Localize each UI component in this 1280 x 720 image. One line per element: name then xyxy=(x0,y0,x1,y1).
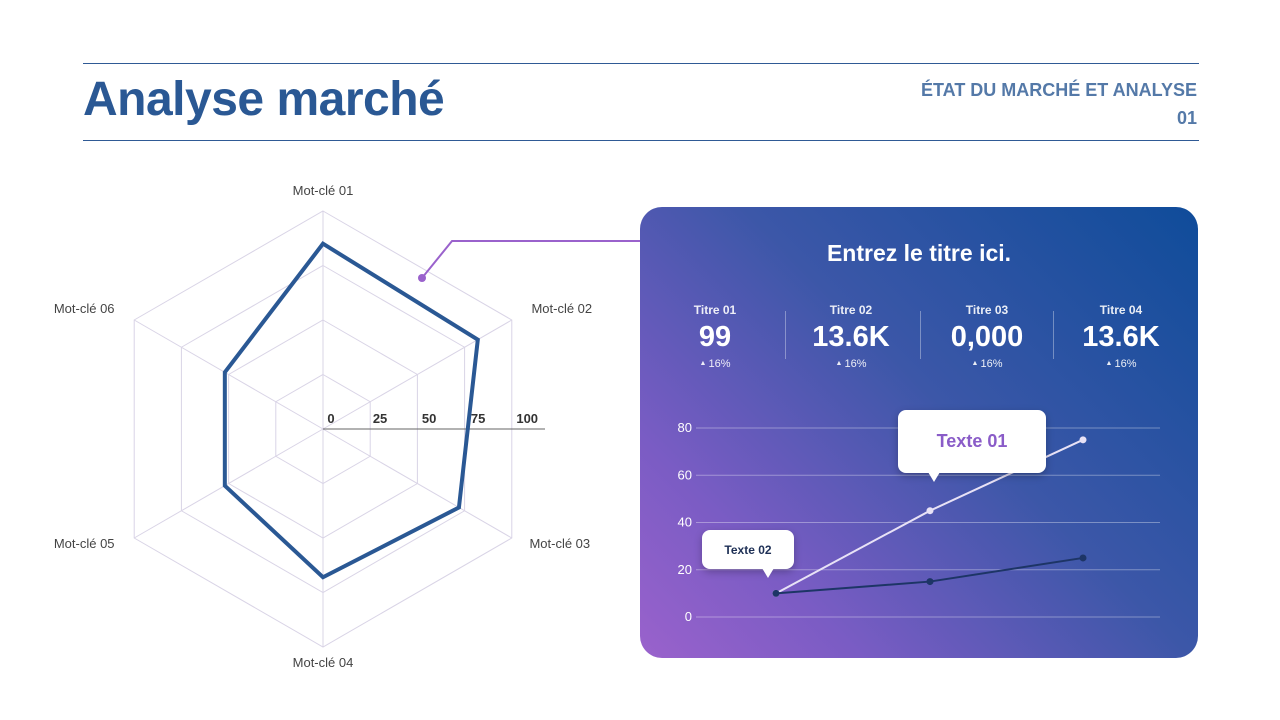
radar-spoke xyxy=(133,428,324,539)
radar-tick-label: 0 xyxy=(327,411,334,426)
y-tick-label: 60 xyxy=(678,467,692,482)
summary-panel: Entrez le titre ici. Titre 01 99 ▲ 16% Ti… xyxy=(640,207,1198,658)
y-tick-label: 20 xyxy=(678,562,692,577)
stat-card-2: Titre 02 13.6K ▲ 16% xyxy=(783,303,919,370)
radar-spoke xyxy=(322,428,513,539)
section-label-line1: ÉTAT DU MARCHÉ ET ANALYSE xyxy=(920,80,1197,100)
triangle-up-icon: ▲ xyxy=(1105,360,1113,367)
line-point xyxy=(926,578,934,586)
stat-label: Titre 01 xyxy=(693,303,737,317)
radar-axis-label: Mot-clé 06 xyxy=(54,301,115,316)
y-tick-label: 40 xyxy=(678,515,692,530)
line-point xyxy=(772,589,780,597)
panel-title: Entrez le titre ici. xyxy=(826,240,1012,266)
stat-delta: ▲ 16% xyxy=(1053,358,1189,370)
callout-text-02: Texte 02 xyxy=(702,530,794,578)
stat-divider xyxy=(1053,311,1054,359)
y-tick-label: 80 xyxy=(678,420,692,435)
stat-value: 13.6K xyxy=(1082,321,1160,353)
header-bottom-rule xyxy=(83,140,1199,141)
stat-card-4: Titre 04 13.6K ▲ 16% xyxy=(1053,303,1189,370)
stat-delta-value: 16% xyxy=(980,358,1003,370)
line-point xyxy=(1079,436,1087,444)
radar-tick-label: 75 xyxy=(471,411,485,426)
stat-delta: ▲ 16% xyxy=(647,358,783,370)
callout-text-01: Texte 01 xyxy=(898,410,1046,482)
radar-axis-label: Mot-clé 01 xyxy=(293,183,354,198)
section-label: ÉTAT DU MARCHÉ ET ANALYSE 01 xyxy=(921,76,1197,132)
stat-delta-value: 16% xyxy=(708,358,731,370)
radar-chart: 0 25 50 75 100 Mot-clé 01 Mot-clé 02 Mot-clé 03… xyxy=(54,183,592,670)
triangle-up-icon: ▲ xyxy=(971,360,979,367)
stat-value: 99 xyxy=(698,321,732,353)
stat-divider xyxy=(785,311,786,359)
stat-card-1: Titre 01 99 ▲ 16% xyxy=(647,303,783,370)
stat-delta-value: 16% xyxy=(844,358,867,370)
radar-tick-label: 25 xyxy=(373,411,387,426)
stat-divider xyxy=(920,311,921,359)
stat-label: Titre 04 xyxy=(1099,303,1143,317)
triangle-up-icon: ▲ xyxy=(835,360,843,367)
stat-delta: ▲ 16% xyxy=(919,358,1055,370)
stat-delta-value: 16% xyxy=(1114,358,1137,370)
stat-label: Titre 03 xyxy=(965,303,1009,317)
page-title: Analyse marché xyxy=(83,73,445,126)
stats-row: Titre 01 99 ▲ 16% Titre 02 13.6K ▲ 16% Tit… xyxy=(640,303,1198,383)
header-top-rule xyxy=(83,63,1199,64)
stat-value: 0,000 xyxy=(950,321,1024,353)
stat-delta: ▲ 16% xyxy=(783,358,919,370)
radar-axis-label: Mot-clé 03 xyxy=(529,536,590,551)
radar-tick-label: 50 xyxy=(422,411,436,426)
y-tick-label: 0 xyxy=(685,609,692,624)
line-series-2 xyxy=(775,556,1084,595)
radar-axis-label: Mot-clé 02 xyxy=(531,301,592,316)
radar-spoke xyxy=(322,319,513,430)
radar-tick-label: 100 xyxy=(516,411,538,426)
radar-spoke xyxy=(133,319,324,430)
stat-card-3: Titre 03 0,000 ▲ 16% xyxy=(919,303,1055,370)
section-label-line2: 01 xyxy=(1176,108,1197,128)
stat-value: 13.6K xyxy=(812,321,890,353)
line-point xyxy=(926,507,934,515)
radar-axis-label: Mot-clé 05 xyxy=(54,536,115,551)
line-point xyxy=(1079,554,1087,562)
radar-axis-label: Mot-clé 04 xyxy=(293,655,354,670)
triangle-up-icon: ▲ xyxy=(699,360,707,367)
radar-series-polygon xyxy=(222,241,480,580)
stat-label: Titre 02 xyxy=(829,303,873,317)
